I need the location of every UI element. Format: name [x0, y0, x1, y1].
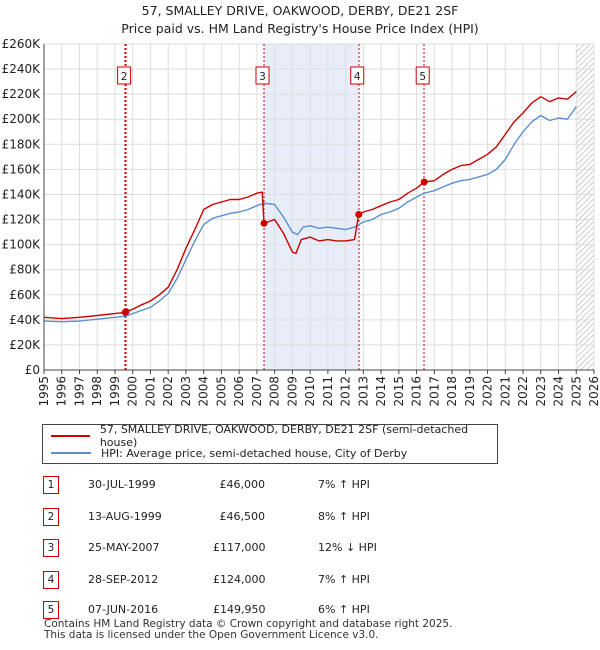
x-tick-label: 2002 [161, 376, 175, 407]
chart-subtitle: Price paid vs. HM Land Registry's House … [121, 21, 479, 36]
legend-property-swatch [51, 435, 90, 437]
sale-marker-label: 4 [354, 71, 361, 83]
y-tick-label: £80K [9, 263, 41, 277]
x-tick-label: 2001 [143, 376, 157, 407]
x-tick-label: 2004 [197, 376, 211, 407]
sale-point [420, 178, 428, 186]
sale-marker-box [117, 66, 132, 85]
x-tick-label: 1998 [90, 376, 104, 407]
y-tick-label: £100K [2, 238, 42, 252]
sale-price: £46,000 [219, 478, 266, 491]
x-tick-label: 2013 [356, 376, 370, 407]
price-chart: £0 £20K £40K £60K £80K £100K £120K £140K £160K £1… [2, 37, 600, 407]
x-tick-label: 2003 [179, 376, 193, 407]
y-tick-label: £0 [25, 363, 40, 377]
x-tick-label: 2008 [268, 376, 282, 407]
x-tick-label: 2021 [498, 376, 512, 407]
x-tick-label: 2017 [427, 376, 441, 407]
sale-price: £149,950 [213, 603, 266, 616]
sale-marker-label: 3 [259, 71, 266, 83]
sale-hpi-diff: 12% ↓ HPI [318, 541, 377, 554]
x-tick-label: 2007 [250, 376, 264, 407]
table-row: 1 30-JUL-1999 £46,000 7% ↑ HPI [0, 476, 600, 496]
y-tick-label: £220K [2, 87, 42, 101]
legend-property-label: 57, SMALLEY DRIVE, OAKWOOD, DERBY, DE21 … [99, 423, 469, 449]
y-tick-label: £260K [2, 37, 42, 51]
sale-number: 3 [43, 539, 59, 557]
table-row: 4 28-SEP-2012 £124,000 7% ↑ HPI [0, 571, 600, 591]
x-tick-label: 2026 [587, 376, 600, 407]
x-tick-label: 2000 [126, 376, 140, 407]
legend: 57, SMALLEY DRIVE, OAKWOOD, DERBY, DE21 … [42, 423, 498, 464]
x-tick-label: 2012 [339, 376, 353, 407]
y-tick-label: £180K [2, 137, 42, 151]
footer-copyright: Contains HM Land Registry data © Crown c… [44, 618, 453, 630]
shaded-range [264, 44, 359, 370]
sale-hpi-diff: 6% ↑ HPI [318, 603, 370, 616]
sale-point [355, 211, 363, 219]
sale-marker-box [255, 66, 270, 85]
sale-number: 4 [43, 571, 59, 589]
sale-marker-box [350, 66, 365, 85]
sale-marker-label: 5 [419, 71, 426, 83]
footer-licence: This data is licensed under the Open Gov… [44, 629, 379, 641]
x-tick-label: 2024 [552, 376, 566, 407]
sale-marker-label: 2 [121, 71, 128, 83]
sale-hpi-diff: 7% ↑ HPI [318, 478, 370, 491]
x-tick-label: 2014 [374, 376, 388, 407]
x-tick-label: 2019 [463, 376, 477, 407]
sale-price: £46,500 [219, 510, 266, 523]
future-hatch [576, 44, 594, 370]
property-price-line [43, 91, 577, 320]
sale-date: 13-AUG-1999 [88, 510, 162, 523]
x-tick-label: 1997 [72, 376, 86, 407]
y-tick-label: £240K [2, 62, 42, 76]
y-tick-label: £20K [9, 338, 41, 352]
sale-hpi-diff: 7% ↑ HPI [318, 573, 370, 586]
sale-date: 07-JUN-2016 [88, 603, 159, 616]
x-tick-label: 2015 [392, 376, 406, 407]
legend-hpi-swatch [51, 452, 91, 454]
x-tick-label: 1999 [108, 376, 122, 407]
y-tick-label: £120K [2, 213, 42, 227]
sale-number: 1 [43, 476, 59, 494]
sale-number: 2 [43, 508, 59, 526]
x-tick-label: 2010 [303, 376, 317, 407]
sale-date: 28-SEP-2012 [88, 573, 159, 586]
x-tick-label: 2018 [445, 376, 459, 407]
sale-hpi-diff: 8% ↑ HPI [318, 510, 370, 523]
x-tick-label: 2023 [534, 376, 548, 407]
x-tick-label: 1995 [37, 376, 51, 407]
legend-hpi-label: HPI: Average price, semi-detached house,… [101, 446, 408, 460]
sale-point [122, 308, 130, 316]
sale-point [260, 219, 268, 227]
x-tick-label: 2011 [321, 376, 335, 407]
sale-date: 25-MAY-2007 [88, 541, 160, 554]
chart-title: 57, SMALLEY DRIVE, OAKWOOD, DERBY, DE21 … [141, 3, 459, 18]
y-tick-label: £140K [2, 187, 42, 201]
y-tick-label: £40K [9, 313, 41, 327]
footer: Contains HM Land Registry data © Crown c… [44, 619, 452, 641]
table-row: 3 25-MAY-2007 £117,000 12% ↓ HPI [0, 539, 600, 559]
x-tick-label: 2005 [214, 376, 228, 407]
x-tick-label: 2022 [516, 376, 530, 407]
hpi-line [43, 106, 577, 323]
y-tick-label: £160K [2, 162, 42, 176]
x-tick-label: 2020 [481, 376, 495, 407]
sale-number: 5 [43, 601, 59, 619]
sale-price: £117,000 [213, 541, 266, 554]
sale-price: £124,000 [213, 573, 266, 586]
x-tick-label: 1996 [55, 376, 69, 407]
y-tick-label: £200K [2, 112, 42, 126]
x-tick-label: 2025 [569, 376, 583, 407]
y-tick-label: £60K [9, 288, 41, 302]
sale-marker-box [415, 66, 430, 85]
x-tick-label: 2006 [232, 376, 246, 407]
x-tick-label: 2009 [285, 376, 299, 407]
sale-date: 30-JUL-1999 [88, 478, 156, 491]
table-row: 5 07-JUN-2016 £149,950 6% ↑ HPI [0, 601, 600, 621]
x-tick-label: 2016 [410, 376, 424, 407]
table-row: 2 13-AUG-1999 £46,500 8% ↑ HPI [0, 508, 600, 528]
